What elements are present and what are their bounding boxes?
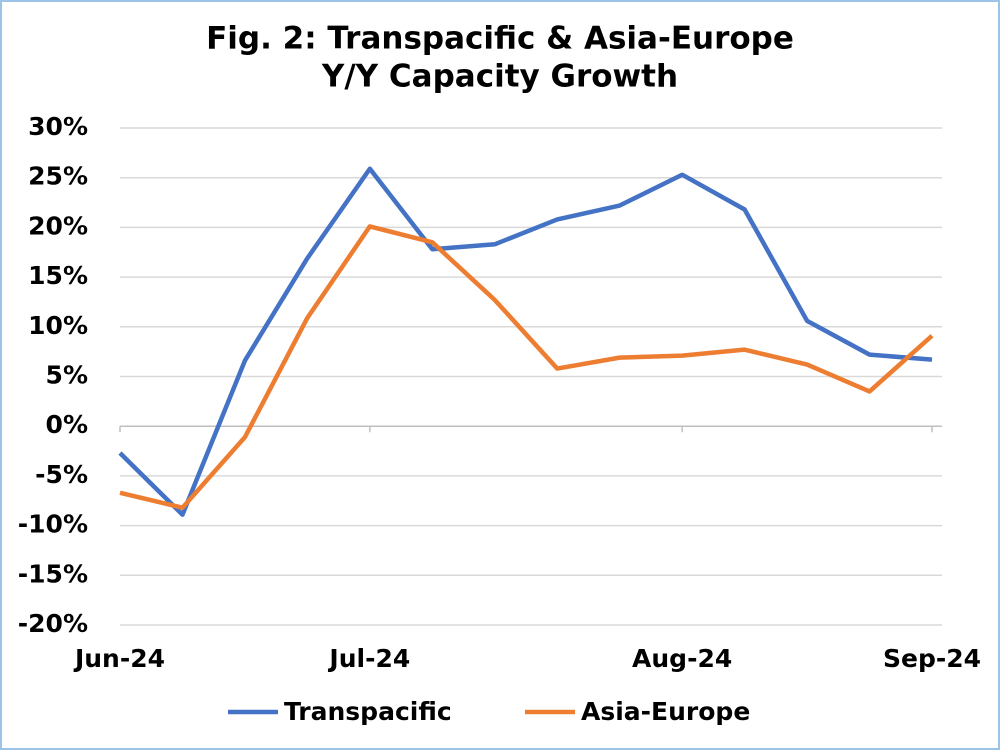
y-tick-label: 5% [46, 361, 88, 390]
y-tick-label: -5% [35, 460, 88, 489]
y-tick-label: 30% [28, 112, 88, 141]
legend-label: Asia-Europe [581, 697, 750, 726]
y-tick-label: 20% [28, 211, 88, 240]
line-series [119, 224, 934, 510]
x-tick-label: Jul-24 [327, 644, 410, 673]
line-series [118, 166, 933, 517]
x-tick-label: Aug-24 [632, 644, 732, 673]
chart-title: Fig. 2: Transpacific & Asia-Europe [206, 21, 794, 57]
y-tick-label: 0% [46, 410, 88, 439]
y-tick-label: -10% [18, 510, 88, 539]
y-tick-label: 10% [28, 311, 88, 340]
chart-title: Y/Y Capacity Growth [321, 59, 678, 95]
x-tick-label: Jun-24 [73, 644, 165, 673]
y-tick-label: -20% [18, 609, 88, 638]
y-tick-label: 15% [28, 261, 88, 290]
x-tick-label: Sep-24 [883, 644, 981, 673]
legend-label: Transpacific [284, 697, 452, 726]
y-tick-label: 25% [28, 162, 88, 191]
y-tick-label: -15% [18, 559, 88, 588]
